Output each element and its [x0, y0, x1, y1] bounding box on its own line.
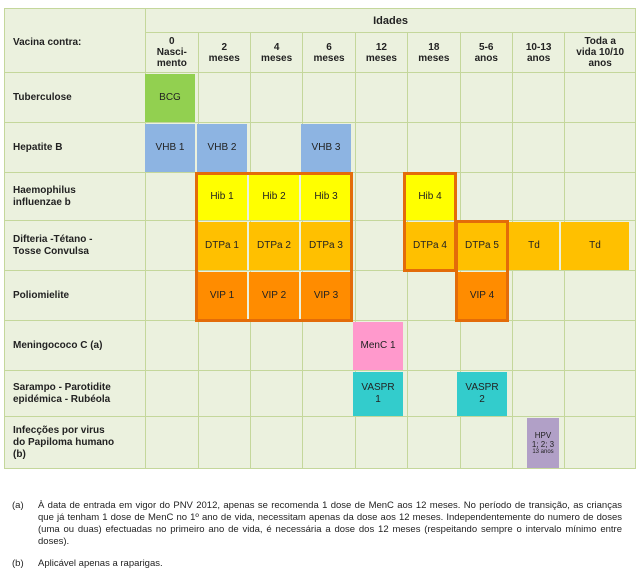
vaccine-hib-3: Hib 3: [301, 174, 351, 220]
vaccine-vip-3: VIP 3: [301, 272, 351, 320]
header-ages: Idades: [145, 8, 636, 33]
vaccine-dtpa-3: DTPa 3: [301, 222, 351, 270]
header-vaccine-against: Vacina contra:: [3, 8, 147, 73]
age-header-18m: 18 meses: [407, 32, 461, 73]
row-label-hpv: Infecções por virus do Papiloma humano (b): [3, 416, 147, 469]
vaccine-dtpa-4: DTPa 4: [405, 222, 455, 270]
age-header-12m: 12 meses: [354, 32, 409, 73]
vaccine-td-lifetime: Td: [561, 222, 629, 270]
age-header-lifetime: Toda a vida 10/10 anos: [564, 32, 636, 73]
vaccine-dtpa-2: DTPa 2: [249, 222, 299, 270]
vaccine-hib-2: Hib 2: [249, 174, 299, 220]
age-header-6m: 6 meses: [302, 32, 356, 73]
age-header-4m: 4 meses: [249, 32, 304, 73]
row-label-poliomielite: Poliomielite: [3, 270, 147, 321]
vaccine-vaspr-1: VASPR 1: [353, 372, 403, 416]
vaccine-menc-1: MenC 1: [353, 322, 403, 370]
vaccine-vip-2: VIP 2: [249, 272, 299, 320]
row-label-tuberculose: Tuberculose: [3, 72, 147, 123]
row-label-difteria: Difteria -Tétano - Tosse Convulsa: [3, 220, 147, 271]
vaccine-bcg: BCG: [145, 74, 195, 122]
age-header-10-13y: 10-13 anos: [511, 32, 566, 73]
vaccine-td-adolescent: Td: [509, 222, 559, 270]
vaccine-vhb-1: VHB 1: [145, 124, 195, 172]
vaccine-vip-1: VIP 1: [197, 272, 247, 320]
vaccine-vip-4: VIP 4: [457, 272, 507, 320]
vaccine-hib-1: Hib 1: [197, 174, 247, 220]
vaccine-dtpa-1: DTPa 1: [197, 222, 247, 270]
vaccine-dtpa-5: DTPa 5: [457, 222, 507, 270]
age-header-birth: 0 Nasci-mento: [145, 32, 199, 73]
vaccine-vhb-2: VHB 2: [197, 124, 247, 172]
row-label-sarampo: Sarampo - Parotidite epidémica - Rubéola: [3, 370, 147, 417]
row-label-hepatite-b: Hepatite B: [3, 122, 147, 173]
vaccine-vaspr-2: VASPR 2: [457, 372, 507, 416]
age-header-5-6y: 5-6 anos: [459, 32, 513, 73]
footnote-a: (a) À data de entrada em vigor do PNV 20…: [12, 500, 622, 547]
footnote-b: (b) Aplicável apenas a raparigas.: [12, 558, 163, 569]
row-label-meningococo: Meningococo C (a): [3, 320, 147, 371]
vaccine-hpv: HPV 1; 2; 3 13 anos: [527, 418, 559, 468]
row-label-haemophilus: Haemophilus influenzae b: [3, 172, 147, 221]
vaccine-vhb-3: VHB 3: [301, 124, 351, 172]
age-header-2m: 2 meses: [197, 32, 251, 73]
vaccine-hib-4: Hib 4: [405, 174, 455, 220]
